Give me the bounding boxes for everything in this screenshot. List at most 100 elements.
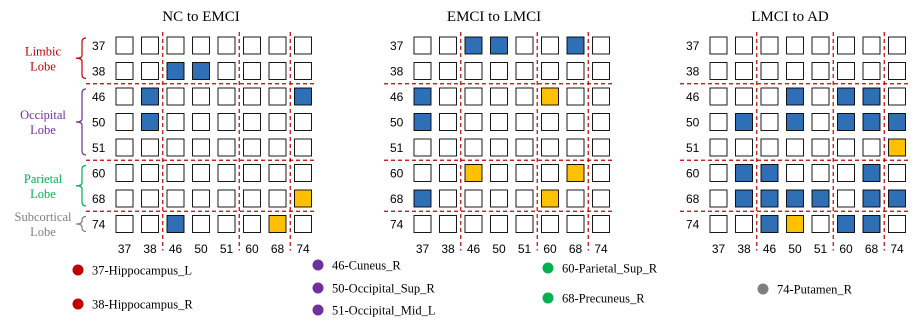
cell-empty: [592, 138, 610, 157]
lobe-name: Subcortical: [15, 210, 72, 224]
cell-empty: [268, 164, 287, 182]
cell-empty: [115, 62, 134, 80]
cell-empty: [566, 62, 585, 80]
cell-empty: [786, 138, 804, 157]
cell-empty: [541, 138, 559, 157]
cell-empty: [515, 62, 534, 80]
row-label: 37: [92, 39, 106, 53]
lobe-brace: [75, 88, 87, 156]
cell-empty: [490, 215, 508, 233]
row-label: 38: [92, 65, 106, 79]
cell-empty: [192, 138, 210, 157]
cell-empty: [760, 87, 779, 106]
cell-empty: [735, 62, 753, 80]
cell-blue: [786, 87, 804, 106]
cell-empty: [541, 113, 559, 131]
row-label: 38: [686, 65, 700, 79]
cell-empty: [243, 113, 261, 131]
cell-blue: [141, 87, 159, 106]
cell-blue: [837, 87, 855, 106]
cell-empty: [541, 62, 559, 80]
cell-empty: [515, 36, 534, 55]
legend-label: 60-Parietal_Sup_R: [562, 262, 658, 276]
cell-empty: [439, 87, 457, 106]
cell-empty: [592, 62, 610, 80]
row-label: 50: [92, 116, 106, 130]
lobe-name: Limbic: [25, 44, 62, 58]
column-label: 46: [169, 242, 183, 256]
cell-empty: [294, 113, 312, 131]
legend-label: 68-Precuneus_R: [562, 292, 645, 306]
cell-empty: [464, 215, 483, 233]
legend-item: 60-Parietal_Sup_R: [542, 262, 658, 276]
row-label: 60: [92, 167, 106, 181]
lobe-name: Parietal: [24, 172, 63, 186]
cell-blue: [862, 215, 881, 233]
row-label: 46: [92, 90, 106, 104]
column-label: 46: [467, 242, 481, 256]
cell-empty: [592, 36, 610, 55]
cell-orange: [566, 164, 585, 182]
cell-empty: [862, 62, 881, 80]
cell-empty: [566, 215, 585, 233]
cell-empty: [592, 87, 610, 106]
legend-marker: [312, 259, 324, 271]
cell-empty: [243, 138, 261, 157]
column-label: 68: [865, 242, 879, 256]
column-label: 60: [839, 242, 853, 256]
cell-empty: [464, 113, 483, 131]
cell-empty: [811, 138, 830, 157]
cell-blue: [141, 113, 159, 131]
cell-empty: [811, 87, 830, 106]
cell-empty: [192, 164, 210, 182]
cell-empty: [786, 62, 804, 80]
column-label: 74: [296, 242, 310, 256]
legend-marker: [757, 283, 769, 295]
cell-empty: [294, 62, 312, 80]
legend-item: 74-Putamen_R: [757, 283, 853, 297]
cell-empty: [464, 87, 483, 106]
cell-empty: [166, 189, 185, 208]
cell-empty: [217, 215, 236, 233]
cell-empty: [709, 113, 728, 131]
column-label: 46: [763, 242, 777, 256]
cell-empty: [862, 36, 881, 55]
column-label: 50: [194, 242, 208, 256]
column-label: 38: [441, 242, 455, 256]
cell-empty: [811, 164, 830, 182]
cell-empty: [862, 138, 881, 157]
cell-empty: [515, 87, 534, 106]
legend-label: 37-Hippocampus_L: [92, 264, 192, 278]
column-label: 38: [737, 242, 751, 256]
cell-empty: [735, 138, 753, 157]
cell-empty: [490, 62, 508, 80]
row-label: 51: [92, 141, 106, 155]
legend-item: 50-Occipital_Sup_R: [312, 282, 435, 296]
cell-empty: [268, 62, 287, 80]
column-label: 74: [594, 242, 608, 256]
legend-item: 68-Precuneus_R: [542, 292, 645, 306]
cell-empty: [760, 62, 779, 80]
row-label: 68: [686, 192, 700, 206]
cell-blue: [862, 164, 881, 182]
cell-empty: [541, 36, 559, 55]
cell-empty: [217, 87, 236, 106]
cell-empty: [413, 164, 432, 182]
cell-empty: [592, 164, 610, 182]
legend-item: 38-Hippocampus_R: [72, 298, 193, 312]
cell-empty: [760, 113, 779, 131]
cell-empty: [709, 189, 728, 208]
lobe-brace: [75, 215, 87, 233]
cell-blue: [735, 113, 753, 131]
cell-empty: [515, 215, 534, 233]
row-label: 60: [390, 167, 404, 181]
cell-empty: [709, 62, 728, 80]
cell-empty: [166, 113, 185, 131]
cell-empty: [115, 189, 134, 208]
column-label: 74: [890, 242, 904, 256]
cell-empty: [888, 62, 906, 80]
cell-empty: [735, 87, 753, 106]
cell-empty: [837, 62, 855, 80]
row-label: 68: [390, 192, 404, 206]
